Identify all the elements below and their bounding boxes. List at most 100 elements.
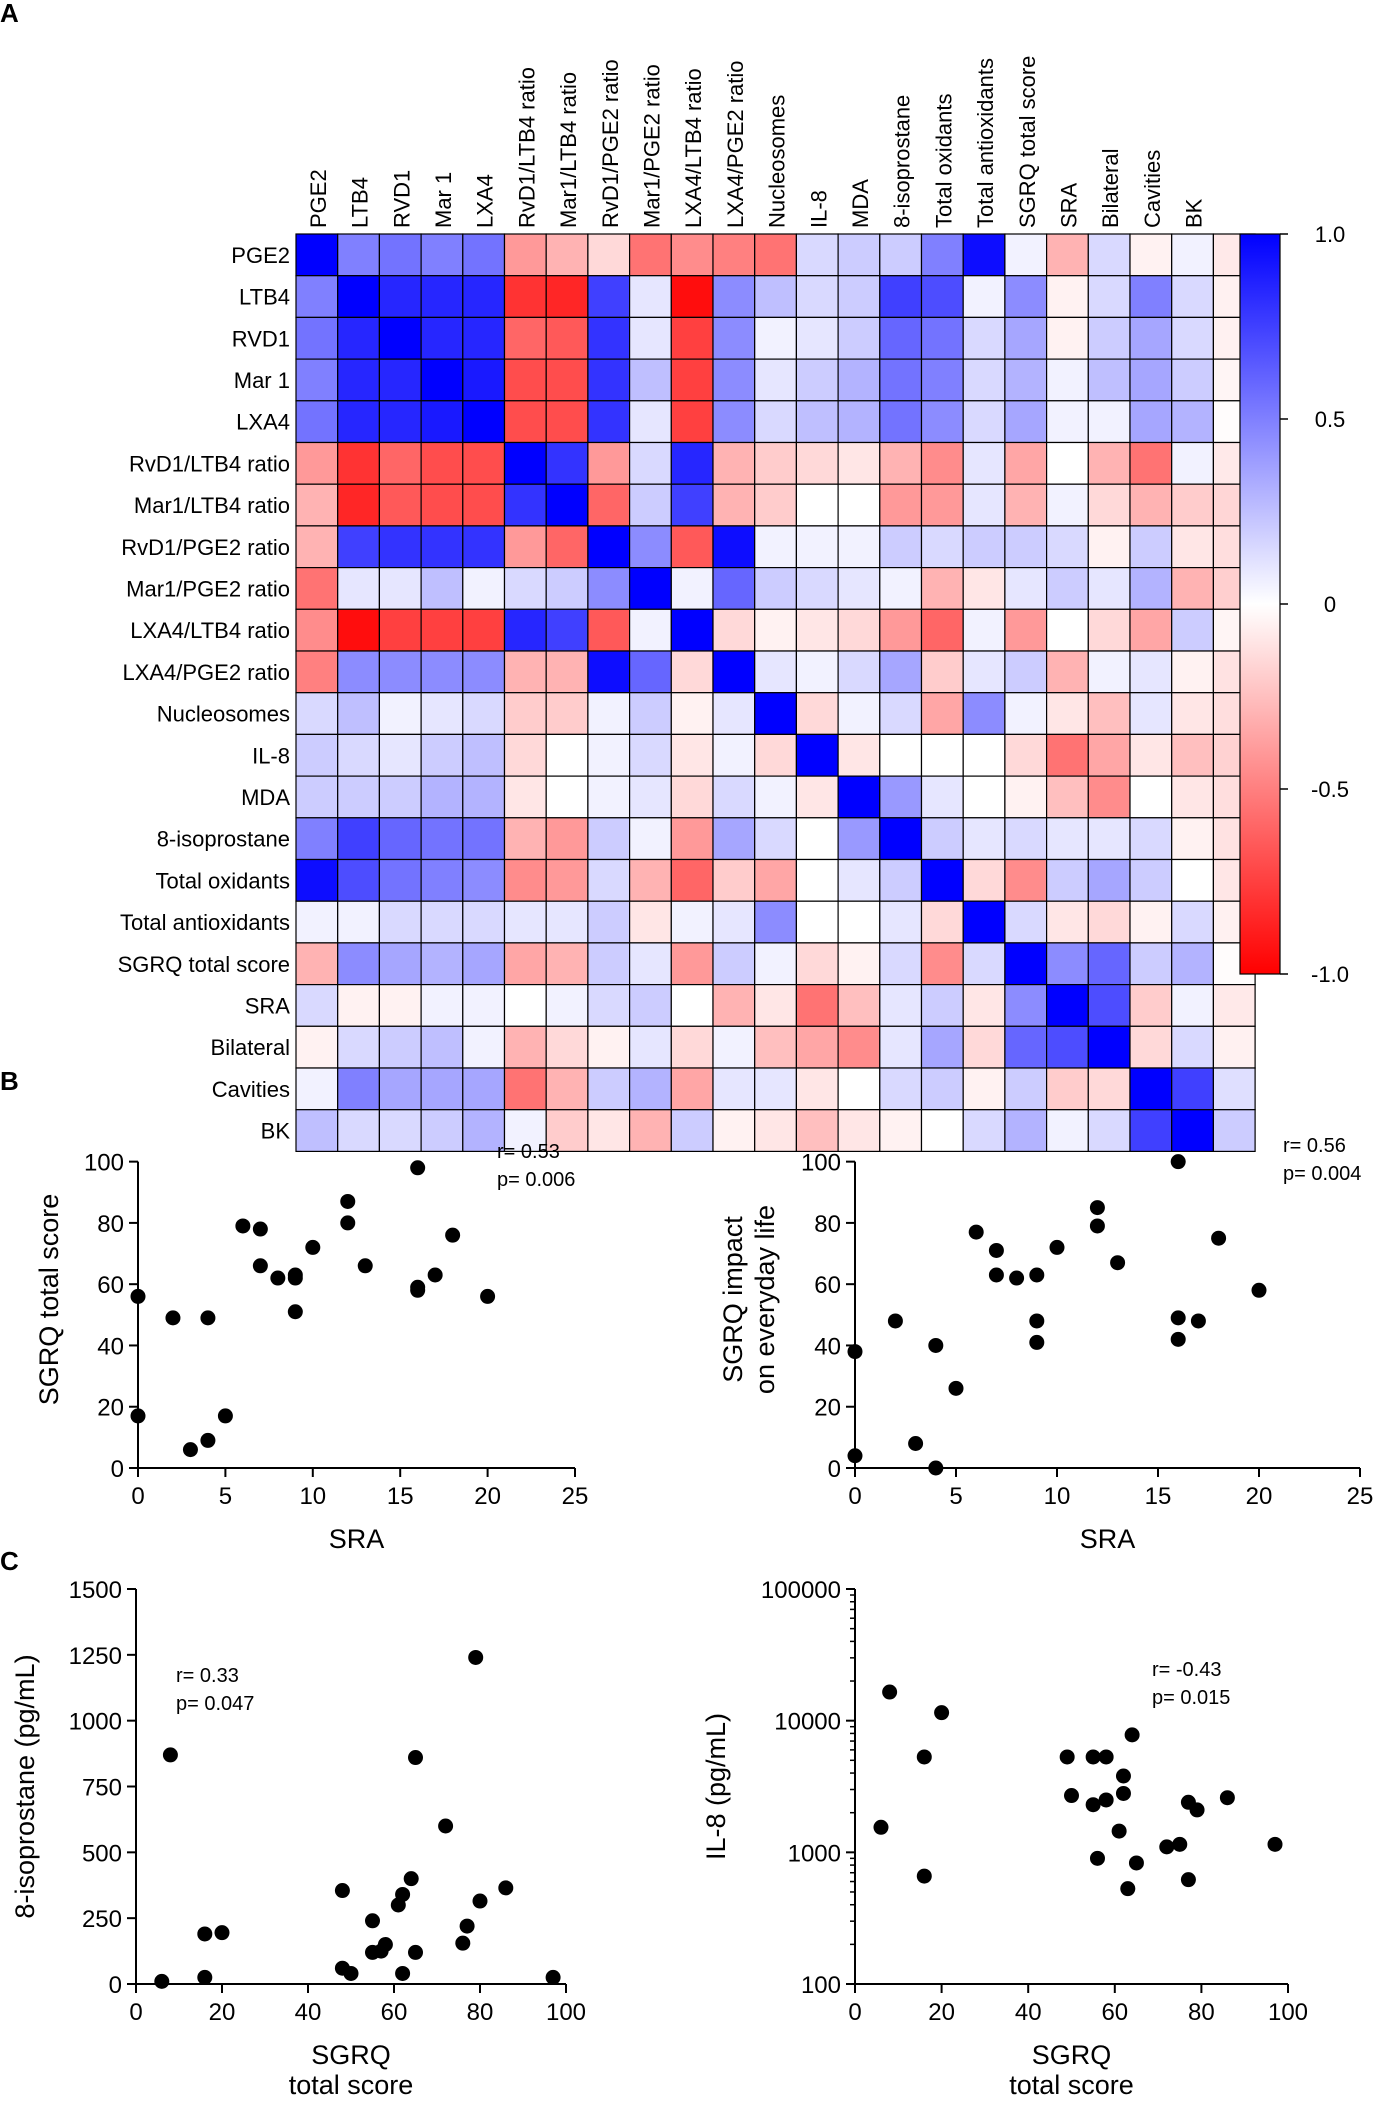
heatmap-cell-1-6 xyxy=(545,275,589,319)
heatmap-cell-4-3 xyxy=(420,400,464,444)
x-tick-label: 10 xyxy=(1044,1483,1071,1510)
heatmap-cell-4-5 xyxy=(503,400,547,444)
heatmap-cell-21-10 xyxy=(712,1109,756,1152)
heatmap-col-label: RVD1 xyxy=(389,170,414,228)
heatmap-cell-14-5 xyxy=(503,817,547,861)
data-point xyxy=(1089,1850,1105,1866)
heatmap-cell-17-6 xyxy=(545,942,589,986)
data-point xyxy=(1029,1334,1045,1350)
heatmap-cell-9-11 xyxy=(754,608,798,652)
x-tick-label: 0 xyxy=(131,1483,144,1510)
heatmap-cell-15-2 xyxy=(378,858,422,902)
heatmap-cell-18-13 xyxy=(837,983,881,1027)
heatmap-cell-19-20 xyxy=(1129,1025,1173,1069)
heatmap-cell-20-16 xyxy=(962,1067,1006,1111)
heatmap-cell-12-8 xyxy=(628,733,672,777)
data-point xyxy=(343,1965,359,1981)
heatmap-cell-15-19 xyxy=(1087,858,1131,902)
data-point xyxy=(438,1818,454,1834)
data-point xyxy=(1064,1788,1079,1804)
heatmap-cell-0-17 xyxy=(1004,233,1048,277)
heatmap-cell-15-11 xyxy=(754,858,798,902)
data-point xyxy=(1219,1790,1235,1806)
heatmap-cell-2-3 xyxy=(420,316,464,360)
stat-annotation: p= 0.047 xyxy=(176,1693,254,1715)
data-point xyxy=(498,1880,514,1896)
heatmap-cell-15-8 xyxy=(628,858,672,902)
data-point xyxy=(182,1442,198,1458)
heatmap-row-label: BK xyxy=(261,1119,291,1144)
heatmap-cell-16-16 xyxy=(962,900,1006,944)
heatmap-cell-20-14 xyxy=(879,1067,923,1111)
heatmap-cell-12-9 xyxy=(670,733,714,777)
data-point xyxy=(427,1267,443,1283)
heatmap-cell-3-15 xyxy=(920,358,964,402)
y-tick-label: 0 xyxy=(109,1972,122,1999)
heatmap-cell-20-21 xyxy=(1171,1067,1214,1111)
heatmap-cell-14-10 xyxy=(712,817,756,861)
heatmap-cell-19-11 xyxy=(754,1025,798,1069)
heatmap-cell-18-2 xyxy=(378,983,422,1027)
heatmap-cell-18-3 xyxy=(420,983,464,1027)
heatmap-row-label: SRA xyxy=(245,993,291,1018)
heatmap-cell-15-9 xyxy=(670,858,714,902)
heatmap-row-label: LXA4 xyxy=(236,410,290,435)
heatmap-cell-21-20 xyxy=(1129,1109,1173,1152)
heatmap-cell-10-16 xyxy=(962,650,1006,694)
data-point xyxy=(1115,1785,1131,1801)
heatmap-cell-12-1 xyxy=(337,733,381,777)
heatmap-cell-3-0 xyxy=(295,358,339,402)
heatmap-cell-2-0 xyxy=(295,316,339,360)
heatmap-cell-15-13 xyxy=(837,858,881,902)
heatmap-row-label: LXA4/LTB4 ratio xyxy=(130,618,290,643)
heatmap-cell-11-3 xyxy=(420,692,464,736)
heatmap-cell-20-18 xyxy=(1045,1067,1089,1111)
heatmap-cell-1-8 xyxy=(628,275,672,319)
heatmap-cell-1-10 xyxy=(712,275,756,319)
heatmap-cell-17-17 xyxy=(1004,942,1048,986)
heatmap-cell-15-12 xyxy=(795,858,839,902)
heatmap-cell-2-15 xyxy=(920,316,964,360)
heatmap-cell-8-3 xyxy=(420,566,464,610)
heatmap-cell-18-16 xyxy=(962,983,1006,1027)
heatmap-cell-0-5 xyxy=(503,233,547,277)
heatmap-cell-0-9 xyxy=(670,233,714,277)
heatmap-cell-2-21 xyxy=(1171,316,1214,360)
data-point xyxy=(545,1969,561,1985)
heatmap-cell-5-4 xyxy=(462,441,506,485)
heatmap-cell-19-7 xyxy=(587,1025,631,1069)
heatmap-row-label: Mar 1 xyxy=(234,368,290,393)
heatmap-cell-18-5 xyxy=(503,983,547,1027)
data-point xyxy=(1059,1749,1075,1765)
heatmap-cell-21-1 xyxy=(337,1109,381,1152)
heatmap-col-label: MDA xyxy=(848,179,873,228)
heatmap-cell-11-8 xyxy=(628,692,672,736)
heatmap-cell-9-6 xyxy=(545,608,589,652)
heatmap-cell-2-8 xyxy=(628,316,672,360)
data-point xyxy=(408,1750,423,1766)
heatmap-cell-21-7 xyxy=(587,1109,631,1152)
heatmap-cell-15-10 xyxy=(712,858,756,902)
heatmap-cell-8-9 xyxy=(670,566,714,610)
heatmap-cell-21-16 xyxy=(962,1109,1006,1152)
x-tick-label: 0 xyxy=(848,1999,861,2026)
heatmap-cell-16-4 xyxy=(462,900,506,944)
heatmap-cell-11-18 xyxy=(1045,692,1089,736)
data-point xyxy=(408,1944,423,1960)
heatmap-col-label: Total antioxidants xyxy=(973,58,998,228)
heatmap-cell-14-6 xyxy=(545,817,589,861)
heatmap-cell-8-19 xyxy=(1087,566,1131,610)
scatter-sgrq-il8: 0 20 40 60 80 100 100 1000 10000 100000 SGRQtotal … xyxy=(701,1577,1308,2100)
heatmap-cell-5-10 xyxy=(712,441,756,485)
data-point xyxy=(847,1448,863,1464)
heatmap-col-label: Cavities xyxy=(1140,150,1165,228)
heatmap-cell-4-10 xyxy=(712,400,756,444)
heatmap-cell-9-7 xyxy=(587,608,631,652)
heatmap-cell-3-6 xyxy=(545,358,589,402)
heatmap-cell-0-14 xyxy=(879,233,923,277)
heatmap-cell-7-21 xyxy=(1171,525,1214,569)
heatmap-cell-13-5 xyxy=(503,775,547,819)
data-point xyxy=(1190,1313,1206,1329)
data-point xyxy=(1120,1881,1136,1897)
heatmap-cell-10-3 xyxy=(420,650,464,694)
